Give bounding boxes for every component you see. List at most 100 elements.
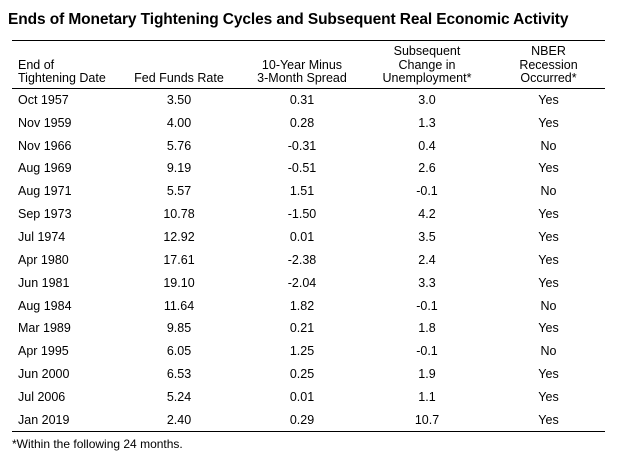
cell-date: Jan 2019 bbox=[18, 412, 70, 427]
cell-unemployment-change: 4.2 bbox=[418, 207, 436, 222]
table-row: Jul 1974 12.92 0.01 3.5 Yes bbox=[12, 226, 605, 249]
header-line: Change in bbox=[398, 57, 456, 72]
header-line: 3-Month Spread bbox=[257, 71, 347, 85]
header-fed-funds-rate: Fed Funds Rate bbox=[116, 41, 242, 89]
header-end-of-tightening-date: End of Tightening Date bbox=[12, 41, 116, 89]
cell-fed-funds-rate: 19.10 bbox=[163, 275, 195, 290]
table-row: Apr 1995 6.05 1.25 -0.1 No bbox=[12, 340, 605, 363]
cell-date: Nov 1966 bbox=[18, 138, 72, 153]
cell-recession: Yes bbox=[538, 321, 559, 336]
table-row: Sep 1973 10.78 -1.50 4.2 Yes bbox=[12, 203, 605, 226]
cell-spread: -2.04 bbox=[287, 275, 317, 290]
header-line: Fed Funds Rate bbox=[134, 71, 224, 85]
cell-spread: 0.31 bbox=[289, 92, 315, 107]
cell-spread: -1.50 bbox=[287, 207, 317, 222]
table-row: Apr 1980 17.61 -2.38 2.4 Yes bbox=[12, 248, 605, 271]
cell-fed-funds-rate: 5.57 bbox=[166, 184, 192, 199]
cell-spread: 0.28 bbox=[289, 115, 315, 130]
cell-date: Aug 1969 bbox=[18, 161, 72, 176]
table-title: Ends of Monetary Tightening Cycles and S… bbox=[8, 11, 569, 28]
cell-unemployment-change: 3.3 bbox=[418, 275, 436, 290]
cell-date: Nov 1959 bbox=[18, 115, 72, 130]
cell-date: Apr 1995 bbox=[18, 344, 69, 359]
header-line: NBER bbox=[531, 44, 566, 58]
header-line: Subsequent bbox=[393, 44, 461, 58]
cell-unemployment-change: 1.9 bbox=[418, 367, 436, 382]
cell-spread: -2.38 bbox=[287, 252, 317, 267]
header-line: Occurred* bbox=[520, 71, 577, 85]
cell-recession: Yes bbox=[538, 229, 559, 244]
cell-date: Sep 1973 bbox=[18, 207, 72, 222]
cell-unemployment-change: 1.3 bbox=[418, 115, 436, 130]
cell-spread: 0.01 bbox=[289, 229, 315, 244]
tightening-cycles-table: End of Tightening Date Fed Funds Rate 10-Ye… bbox=[12, 40, 605, 432]
cell-date: Jun 2000 bbox=[18, 367, 70, 382]
cell-recession: Yes bbox=[538, 389, 559, 404]
cell-spread: 1.82 bbox=[289, 298, 315, 313]
cell-fed-funds-rate: 17.61 bbox=[163, 252, 195, 267]
header-spread: 10-Year Minus 3-Month Spread bbox=[242, 41, 362, 89]
cell-date: Apr 1980 bbox=[18, 252, 69, 267]
cell-unemployment-change: -0.1 bbox=[416, 184, 438, 199]
cell-fed-funds-rate: 6.53 bbox=[166, 367, 192, 382]
cell-fed-funds-rate: 5.24 bbox=[166, 389, 192, 404]
cell-recession: Yes bbox=[538, 207, 559, 222]
cell-recession: No bbox=[540, 138, 557, 153]
cell-spread: 0.01 bbox=[289, 389, 315, 404]
cell-unemployment-change: 1.1 bbox=[418, 389, 436, 404]
cell-recession: No bbox=[540, 184, 557, 199]
cell-fed-funds-rate: 11.64 bbox=[163, 298, 195, 313]
data-table-container: End of Tightening Date Fed Funds Rate 10-Ye… bbox=[12, 40, 605, 432]
cell-spread: 0.25 bbox=[289, 367, 315, 382]
cell-unemployment-change: 10.7 bbox=[414, 412, 440, 427]
cell-fed-funds-rate: 5.76 bbox=[166, 138, 192, 153]
cell-recession: Yes bbox=[538, 92, 559, 107]
cell-spread: -0.51 bbox=[287, 161, 317, 176]
cell-spread: 1.51 bbox=[289, 184, 315, 199]
cell-fed-funds-rate: 3.50 bbox=[166, 92, 192, 107]
cell-date: Aug 1984 bbox=[18, 298, 72, 313]
cell-fed-funds-rate: 6.05 bbox=[166, 344, 192, 359]
cell-date: Aug 1971 bbox=[18, 184, 72, 199]
cell-recession: Yes bbox=[538, 412, 559, 427]
cell-fed-funds-rate: 2.40 bbox=[166, 412, 192, 427]
cell-recession: Yes bbox=[538, 161, 559, 176]
cell-unemployment-change: 3.0 bbox=[418, 92, 436, 107]
table-row: Oct 1957 3.50 0.31 3.0 Yes bbox=[12, 88, 605, 111]
cell-recession: Yes bbox=[538, 367, 559, 382]
cell-fed-funds-rate: 10.78 bbox=[163, 207, 195, 222]
cell-spread: -0.31 bbox=[287, 138, 317, 153]
cell-date: Jul 2006 bbox=[18, 389, 66, 404]
cell-spread: 0.21 bbox=[289, 321, 315, 336]
cell-fed-funds-rate: 4.00 bbox=[166, 115, 192, 130]
table-row: Mar 1989 9.85 0.21 1.8 Yes bbox=[12, 317, 605, 340]
cell-date: Jun 1981 bbox=[18, 275, 70, 290]
header-line: Recession bbox=[519, 57, 578, 72]
cell-date: Mar 1989 bbox=[18, 321, 71, 336]
header-nber-recession: NBER Recession Occurred* bbox=[492, 41, 605, 89]
cell-recession: Yes bbox=[538, 115, 559, 130]
cell-recession: Yes bbox=[538, 275, 559, 290]
table-row: Aug 1971 5.57 1.51 -0.1 No bbox=[12, 180, 605, 203]
header-unemployment-change: Subsequent Change in Unemployment* bbox=[362, 41, 492, 89]
cell-recession: No bbox=[540, 344, 557, 359]
cell-unemployment-change: -0.1 bbox=[416, 344, 438, 359]
cell-unemployment-change: 2.6 bbox=[418, 161, 436, 176]
cell-date: Jul 1974 bbox=[18, 229, 66, 244]
cell-recession: No bbox=[540, 298, 557, 313]
cell-fed-funds-rate: 12.92 bbox=[163, 229, 195, 244]
footnote: *Within the following 24 months. bbox=[12, 437, 183, 451]
table-row: Jul 2006 5.24 0.01 1.1 Yes bbox=[12, 385, 605, 408]
header-row: End of Tightening Date Fed Funds Rate 10-Ye… bbox=[12, 40, 605, 89]
cell-unemployment-change: 2.4 bbox=[418, 252, 436, 267]
cell-unemployment-change: 0.4 bbox=[418, 138, 436, 153]
header-line: 10-Year Minus bbox=[261, 57, 343, 72]
cell-spread: 0.29 bbox=[289, 412, 315, 427]
cell-unemployment-change: 3.5 bbox=[418, 229, 436, 244]
table-row: Nov 1966 5.76 -0.31 0.4 No bbox=[12, 134, 605, 157]
cell-recession: Yes bbox=[538, 252, 559, 267]
cell-unemployment-change: 1.8 bbox=[418, 321, 436, 336]
table-row: Jun 1981 19.10 -2.04 3.3 Yes bbox=[12, 271, 605, 294]
table-row: Jan 2019 2.40 0.29 10.7 Yes bbox=[12, 408, 605, 432]
table-row: Jun 2000 6.53 0.25 1.9 Yes bbox=[12, 363, 605, 386]
